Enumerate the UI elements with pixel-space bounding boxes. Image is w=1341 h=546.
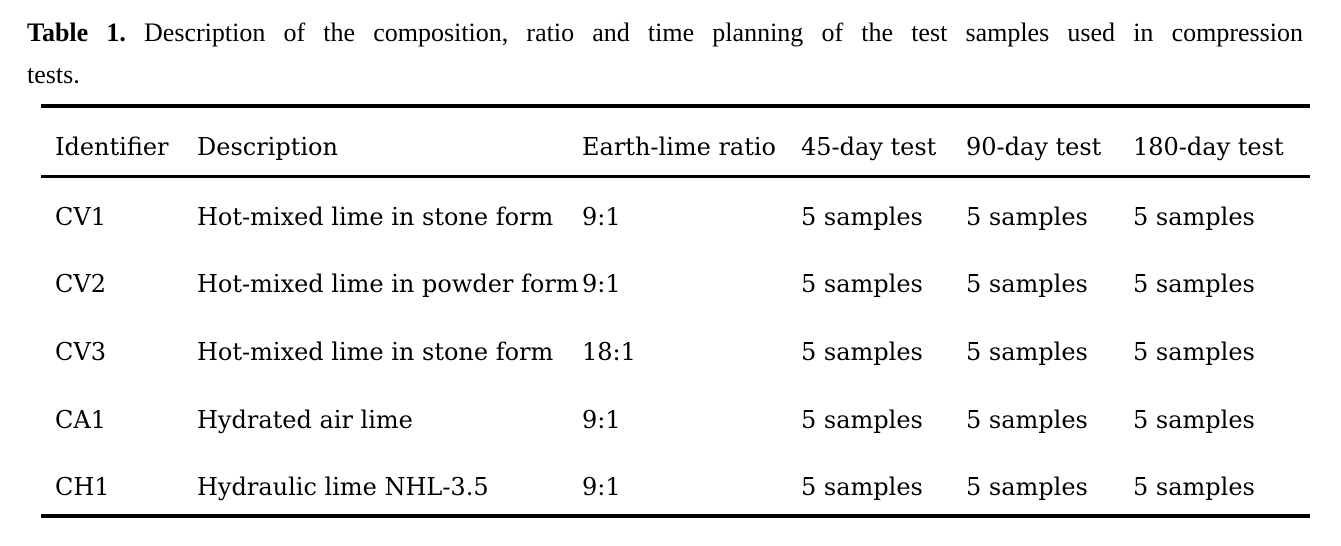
cell-90-day: 5 samples (966, 202, 1088, 231)
table-row-cv2: CV2 Hot-mixed lime in powder form 9:1 5 … (41, 244, 1310, 312)
column-header-identifier: Identifier (55, 133, 169, 162)
column-header-180-day-test: 180-day test (1133, 133, 1284, 162)
cell-identifier: CV2 (55, 270, 106, 298)
cell-description: Hot-mixed lime in powder form (197, 270, 579, 298)
cell-90-day: 5 samples (966, 473, 1088, 501)
table-caption-line2: tests. (27, 60, 80, 89)
cell-description: Hydrated air lime (197, 406, 413, 434)
samples-table: Identifier Description Earth-lime ratio … (41, 104, 1310, 518)
cell-ratio: 9:1 (582, 202, 621, 231)
cell-ratio: 9:1 (582, 270, 621, 298)
cell-ratio: 18:1 (582, 338, 636, 366)
cell-identifier: CH1 (55, 473, 110, 501)
table-caption-label: Table 1. (27, 18, 126, 47)
table-caption-text: Description of the composition, ratio an… (144, 18, 1304, 47)
cell-180-day: 5 samples (1133, 406, 1255, 434)
cell-90-day: 5 samples (966, 338, 1088, 366)
cell-description: Hydraulic lime NHL-3.5 (197, 473, 489, 501)
column-header-90-day-test: 90-day test (966, 133, 1102, 162)
cell-identifier: CV3 (55, 338, 106, 366)
column-header-earth-lime-ratio: Earth-lime ratio (582, 133, 777, 162)
table-caption-line1: Table 1. Description of the composition,… (27, 12, 1303, 54)
cell-180-day: 5 samples (1133, 338, 1255, 366)
cell-180-day: 5 samples (1133, 202, 1255, 231)
cell-45-day: 5 samples (801, 473, 923, 501)
cell-45-day: 5 samples (801, 338, 923, 366)
cell-180-day: 5 samples (1133, 270, 1255, 298)
table-header-row: Identifier Description Earth-lime ratio … (41, 106, 1310, 176)
table-row-ch1: CH1 Hydraulic lime NHL-3.5 9:1 5 samples… (41, 448, 1310, 516)
cell-identifier: CA1 (55, 406, 106, 434)
table-row-cv3: CV3 Hot-mixed lime in stone form 18:1 5 … (41, 312, 1310, 380)
cell-180-day: 5 samples (1133, 473, 1255, 501)
cell-ratio: 9:1 (582, 406, 621, 434)
cell-90-day: 5 samples (966, 270, 1088, 298)
cell-description: Hot-mixed lime in stone form (197, 338, 554, 366)
cell-ratio: 9:1 (582, 473, 621, 501)
column-header-description: Description (197, 133, 338, 162)
cell-45-day: 5 samples (801, 406, 923, 434)
cell-90-day: 5 samples (966, 406, 1088, 434)
table-row-cv1: CV1 Hot-mixed lime in stone form 9:1 5 s… (41, 176, 1310, 244)
cell-description: Hot-mixed lime in stone form (197, 202, 554, 231)
cell-45-day: 5 samples (801, 270, 923, 298)
table-row-ca1: CA1 Hydrated air lime 9:1 5 samples 5 sa… (41, 380, 1310, 448)
table-caption: Table 1. Description of the composition,… (27, 12, 1303, 96)
column-header-45-day-test: 45-day test (801, 133, 937, 162)
cell-identifier: CV1 (55, 202, 106, 231)
cell-45-day: 5 samples (801, 202, 923, 231)
